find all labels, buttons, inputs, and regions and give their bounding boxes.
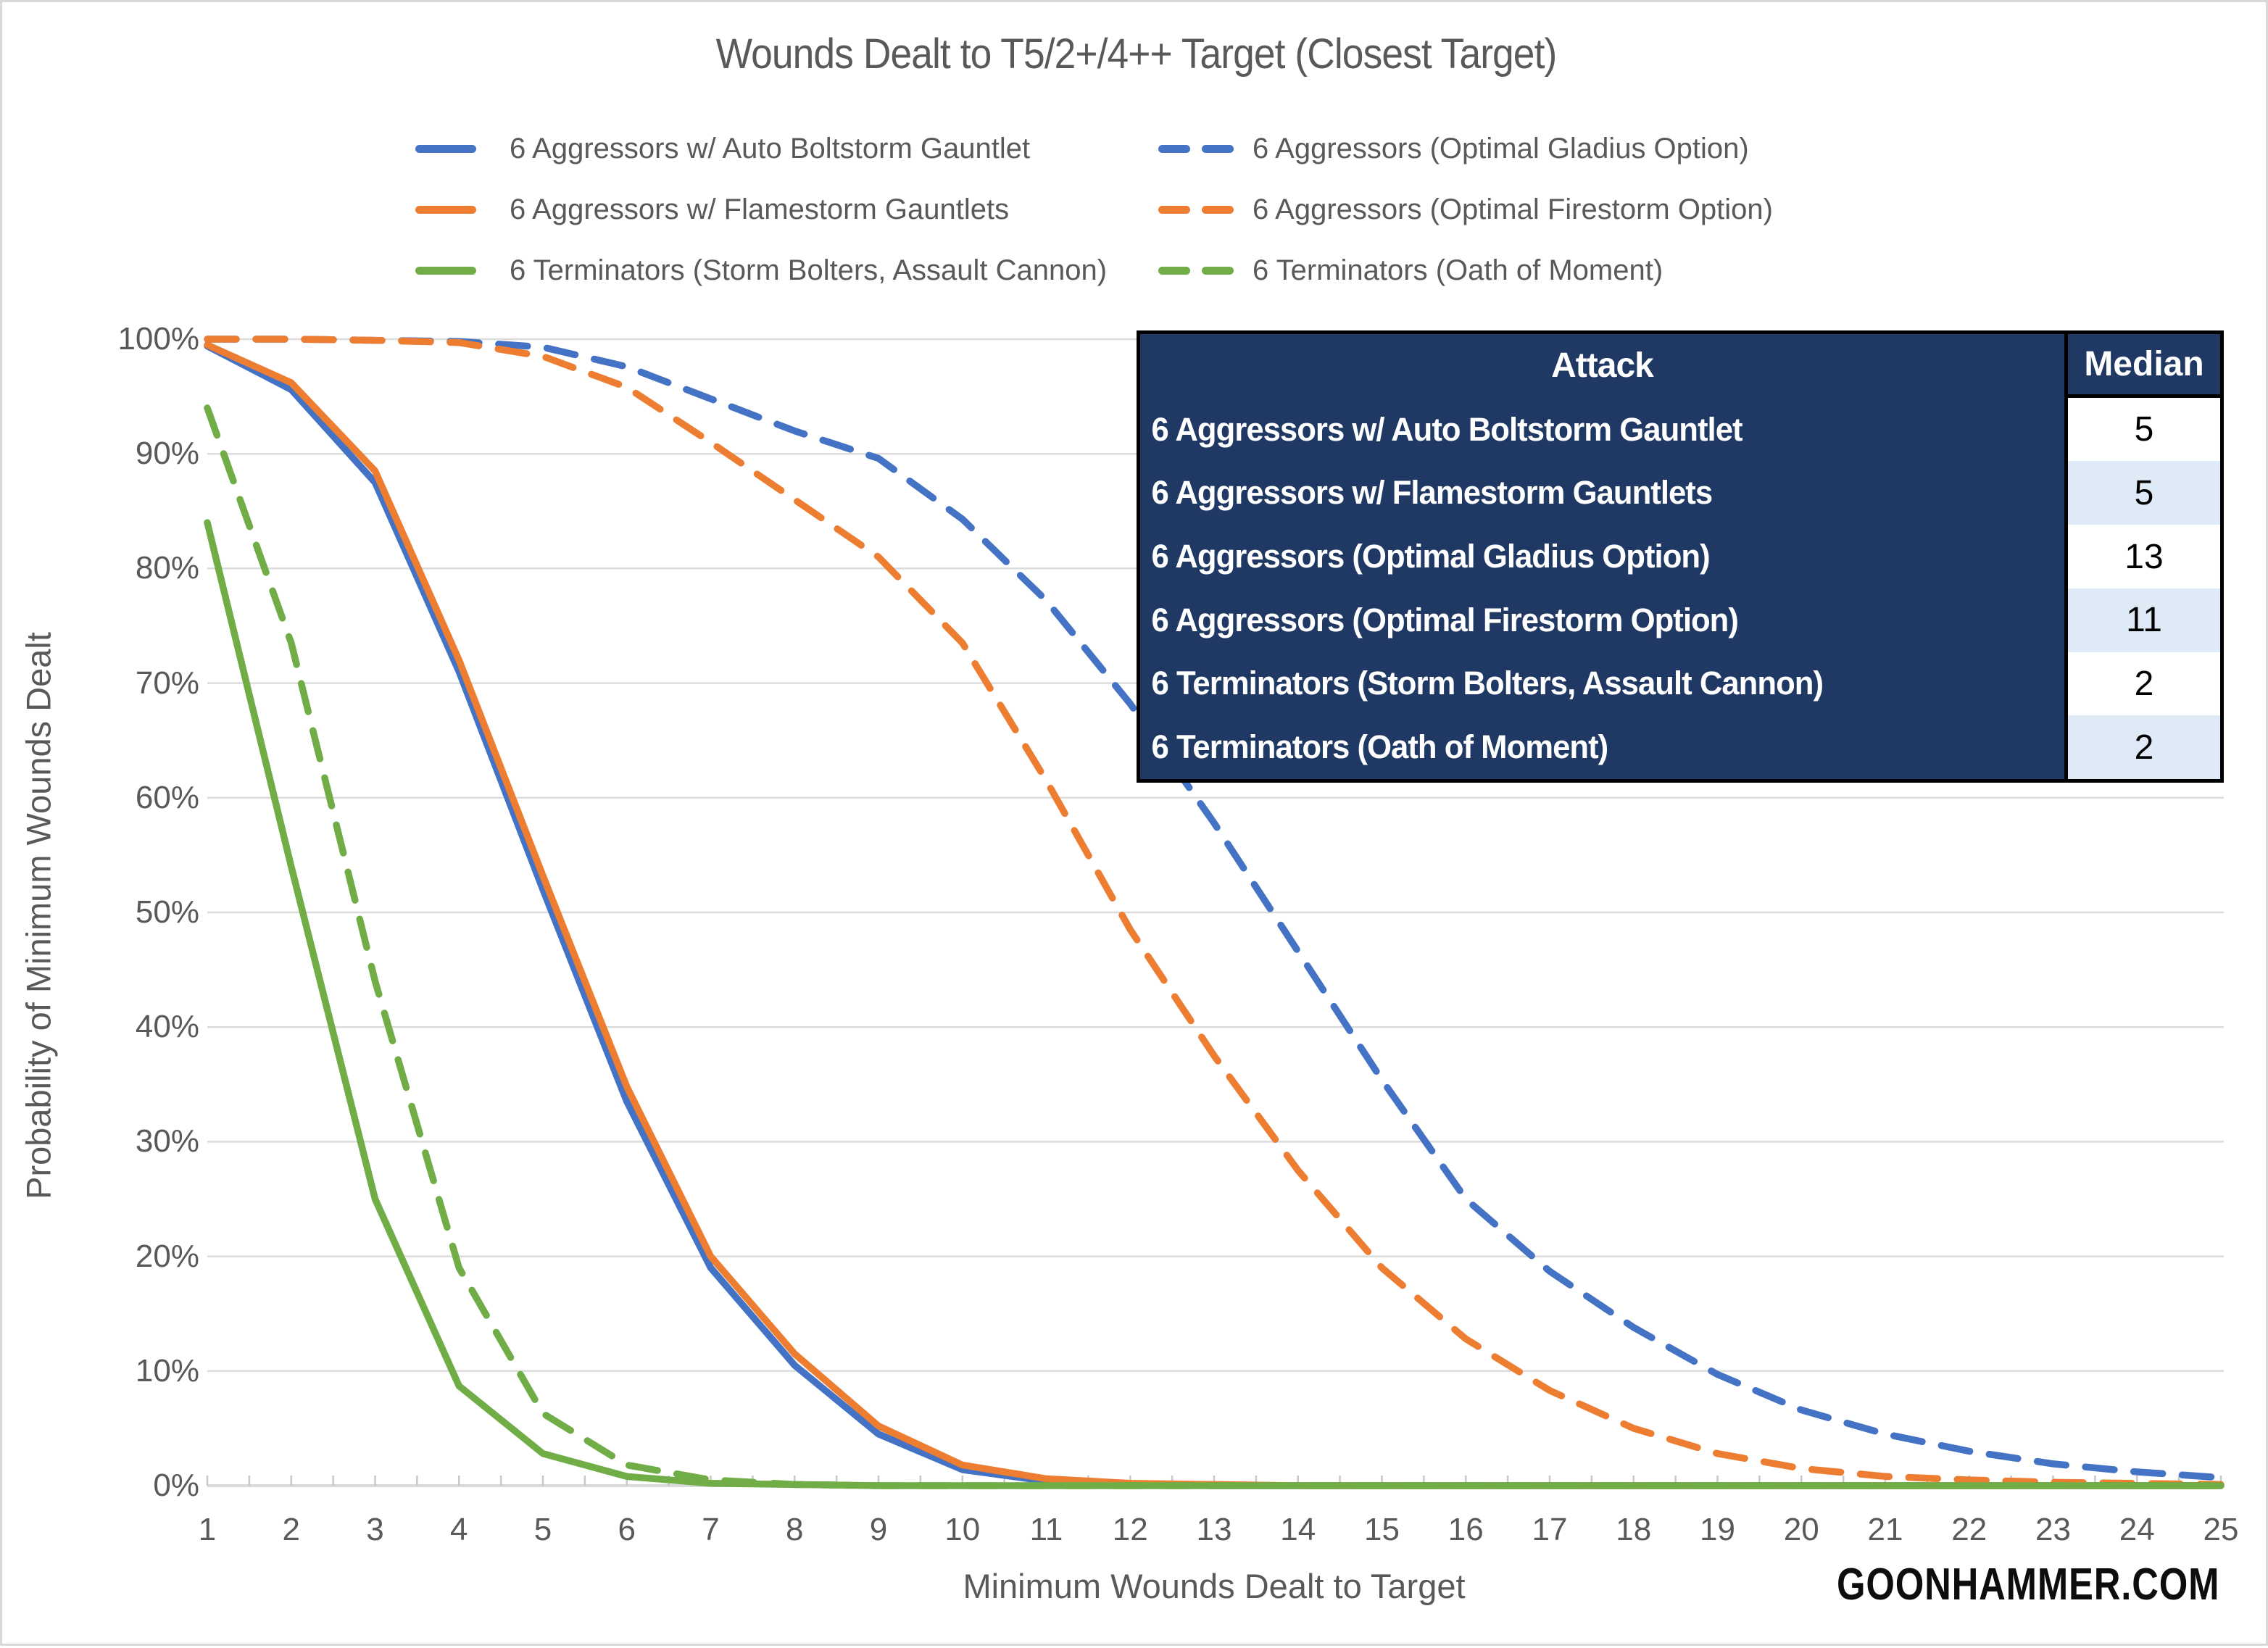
legend-label: 6 Aggressors w/ Flamestorm Gauntlets — [510, 193, 1010, 225]
x-tick-label: 16 — [1447, 1512, 1484, 1547]
y-axis-title: Probability of Minimum Wounds Dealt — [19, 632, 58, 1199]
legend-swatch-solid-icon — [415, 144, 494, 153]
legend-item-6-terminators-storm-bolters-assault-cannon: 6 Terminators (Storm Bolters, Assault Ca… — [415, 240, 1107, 301]
legend-item-6-terminators-oath-of-moment: 6 Terminators (Oath of Moment) — [1158, 240, 1773, 301]
y-tick-label: 100% — [117, 321, 199, 357]
y-tick-label: 10% — [135, 1352, 199, 1389]
table-row: 6 Terminators (Storm Bolters, Assault Ca… — [1140, 652, 2220, 716]
x-tick-label: 23 — [2035, 1512, 2071, 1547]
y-tick-label: 60% — [135, 779, 199, 815]
legend-label: 6 Aggressors w/ Auto Boltstorm Gauntlet — [510, 132, 1031, 165]
table-row: 6 Terminators (Oath of Moment) 2 — [1140, 715, 2220, 780]
table-cell-attack: 6 Aggressors (Optimal Gladius Option) — [1151, 538, 1711, 575]
x-tick-label: 4 — [450, 1512, 468, 1547]
y-tick-label: 90% — [135, 436, 199, 472]
legend-swatch-dashed-icon — [1158, 144, 1237, 153]
x-tick-label: 7 — [702, 1512, 720, 1547]
y-tick-label: 70% — [135, 665, 199, 701]
legend-label: 6 Aggressors (Optimal Firestorm Option) — [1253, 193, 1773, 225]
table-cell-attack: 6 Terminators (Oath of Moment) — [1151, 728, 1609, 766]
x-axis-title: Minimum Wounds Dealt to Target — [963, 1567, 1466, 1605]
table-cell-attack: 6 Terminators (Storm Bolters, Assault Ca… — [1151, 665, 1824, 702]
x-tick-label: 25 — [2203, 1512, 2239, 1547]
table-cell-median: 13 — [2064, 525, 2220, 588]
y-tick-label: 80% — [135, 550, 199, 586]
legend-label: 6 Aggressors (Optimal Gladius Option) — [1253, 132, 1749, 165]
legend-label: 6 Terminators (Oath of Moment) — [1253, 254, 1663, 286]
x-tick-label: 6 — [618, 1512, 636, 1547]
table-cell-attack: 6 Aggressors w/ Auto Boltstorm Gauntlet — [1151, 410, 1743, 448]
x-tick-label: 12 — [1112, 1512, 1148, 1547]
legend-item-6-aggressors-w-flamestorm-gauntlets: 6 Aggressors w/ Flamestorm Gauntlets — [415, 179, 1107, 240]
legend-swatch-solid-icon — [415, 205, 494, 214]
legend-item-6-aggressors-optimal-firestorm-option: 6 Aggressors (Optimal Firestorm Option) — [1158, 179, 1773, 240]
table-row: 6 Aggressors (Optimal Gladius Option) 13 — [1140, 525, 2220, 588]
x-tick-label: 18 — [1616, 1512, 1652, 1547]
table-cell-median: 5 — [2064, 461, 2220, 525]
legend-swatch-dashed-icon — [1158, 266, 1237, 275]
y-tick-label: 30% — [135, 1123, 199, 1160]
table-row: 6 Aggressors w/ Auto Boltstorm Gauntlet 5 — [1140, 397, 2220, 462]
x-tick-label: 19 — [1700, 1512, 1735, 1547]
x-tick-label: 17 — [1532, 1512, 1568, 1547]
x-tick-label: 9 — [869, 1512, 888, 1547]
table-cell-attack: 6 Aggressors (Optimal Firestorm Option) — [1151, 601, 1739, 638]
x-tick-label: 10 — [944, 1512, 981, 1547]
brand-watermark: GOONHAMMER.COM — [1836, 1560, 2219, 1610]
table-header-median: Median — [2064, 334, 2220, 398]
series-line-6-terminators-oath-of-moment — [204, 404, 2225, 1489]
x-tick-label: 14 — [1280, 1512, 1316, 1547]
y-tick-label: 0% — [153, 1468, 199, 1503]
x-tick-label: 13 — [1196, 1512, 1232, 1547]
table-header-attack: Attack — [1551, 346, 1654, 386]
table-header-row: Attack Median — [1140, 334, 2220, 398]
legend-label: 6 Terminators (Storm Bolters, Assault Ca… — [510, 254, 1108, 286]
x-tick-label: 3 — [366, 1512, 384, 1547]
y-tick-label: 20% — [135, 1238, 199, 1274]
legend-item-6-aggressors-w-auto-boltstorm-gauntlet: 6 Aggressors w/ Auto Boltstorm Gauntlet — [415, 118, 1107, 179]
legend-swatch-dashed-icon — [1158, 205, 1237, 214]
table-cell-median: 11 — [2064, 588, 2220, 652]
x-tick-label: 1 — [198, 1512, 217, 1547]
chart-title: Wounds Dealt to T5/2+/4++ Target (Closes… — [715, 30, 1558, 78]
table-cell-median: 5 — [2064, 397, 2220, 462]
x-tick-label: 2 — [282, 1512, 300, 1547]
x-tick-label: 21 — [1867, 1512, 1903, 1547]
table-row: 6 Aggressors (Optimal Firestorm Option) 1… — [1140, 588, 2220, 652]
x-tick-label: 11 — [1029, 1512, 1063, 1547]
series-line-6-aggressors-optimal-gladius-option — [204, 336, 2225, 1481]
x-tick-label: 20 — [1783, 1512, 1819, 1547]
x-tick-label: 8 — [786, 1512, 804, 1547]
series-line-6-aggressors-optimal-firestorm-option — [204, 336, 2225, 1489]
y-tick-label: 40% — [135, 1009, 199, 1045]
legend-item-6-aggressors-optimal-gladius-option: 6 Aggressors (Optimal Gladius Option) — [1158, 118, 1773, 179]
legend-swatch-solid-icon — [415, 266, 494, 275]
table-row: 6 Aggressors w/ Flamestorm Gauntlets 5 — [1140, 461, 2220, 525]
y-tick-label: 50% — [135, 894, 199, 930]
x-tick-label: 22 — [1951, 1512, 1987, 1547]
x-tick-label: 15 — [1364, 1512, 1400, 1547]
median-table: Attack Median 6 Aggressors w/ Auto Boltsto… — [1137, 330, 2224, 783]
table-cell-median: 2 — [2064, 652, 2220, 716]
legend-column-dashed: 6 Aggressors (Optimal Gladius Option) 6 A… — [1158, 118, 1773, 301]
table-cell-attack: 6 Aggressors w/ Flamestorm Gauntlets — [1151, 474, 1714, 512]
x-tick-label: 24 — [2119, 1512, 2155, 1547]
table-cell-median: 2 — [2064, 715, 2220, 780]
x-tick-label: 5 — [533, 1512, 552, 1547]
legend-column-solid: 6 Aggressors w/ Auto Boltstorm Gauntlet 6… — [415, 118, 1107, 301]
